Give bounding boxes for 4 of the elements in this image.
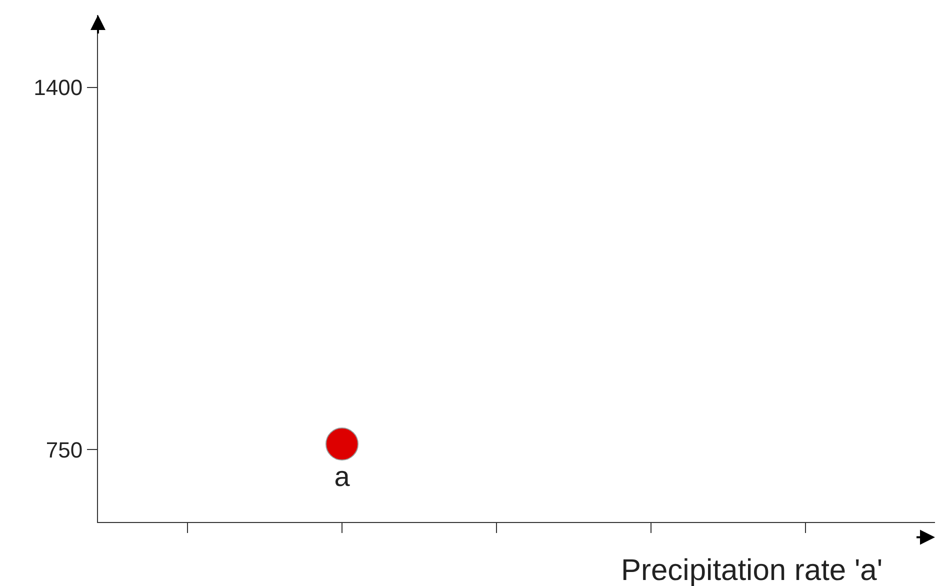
series-label: a bbox=[334, 461, 350, 492]
y-tick-label: 750 bbox=[46, 437, 83, 462]
y-tick-label: 1400 bbox=[34, 75, 83, 100]
x-axis-title: Precipitation rate 'a' bbox=[621, 554, 883, 586]
